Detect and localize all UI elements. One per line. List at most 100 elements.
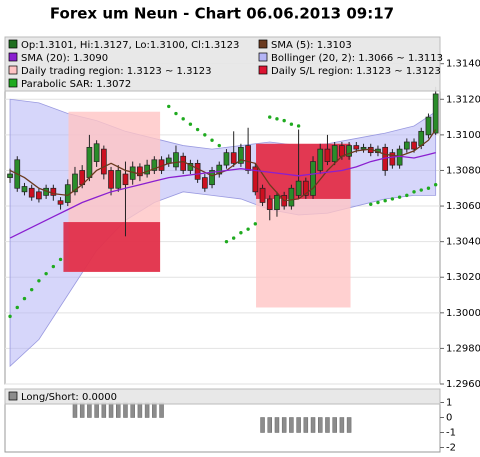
y-tick-label: 1.2960	[446, 379, 480, 390]
sar-dot	[253, 222, 258, 226]
candle-body	[238, 146, 244, 164]
sar-dot	[231, 236, 236, 240]
legend-label: Parabolic SAR: 1.3072	[21, 79, 131, 90]
sar-dot	[246, 227, 250, 231]
legend-label: Op:1.3101, Hi:1.3127, Lo:1.3100, Cl:1.31…	[21, 40, 239, 51]
bar	[296, 417, 301, 433]
legend-label: Daily S/L region: 1.3123 ~ 1.3123	[271, 66, 441, 77]
bar	[281, 417, 287, 433]
sar-dot	[22, 296, 27, 301]
sar-dot	[275, 117, 279, 121]
legend-box	[4, 36, 441, 92]
bar	[130, 402, 135, 418]
bar	[144, 402, 150, 418]
sar-dot	[174, 111, 178, 116]
candle-body	[108, 170, 114, 189]
bar	[310, 417, 316, 433]
legend-swatch	[8, 78, 18, 88]
y-tick-label: 1.3100	[446, 130, 480, 141]
candle-body	[21, 186, 28, 193]
y-tick-label: 1.3120	[446, 94, 480, 105]
candle-body	[274, 195, 280, 210]
sar-dot	[195, 127, 200, 132]
candle-body	[266, 198, 273, 210]
bar	[267, 417, 273, 433]
legend-label: SMA (20): 1.3090	[21, 53, 108, 64]
sar-dot	[376, 200, 380, 205]
sar-dot	[8, 314, 12, 319]
candle-body	[310, 161, 316, 196]
sar-dot	[426, 186, 431, 190]
candle-body	[288, 187, 295, 207]
candle-body	[339, 145, 345, 157]
bar	[94, 402, 99, 418]
candle-body	[432, 93, 439, 134]
plot-layer	[7, 86, 439, 368]
bar	[152, 402, 157, 418]
candle-body	[201, 177, 208, 189]
candle-body	[252, 166, 259, 193]
y-tick-label: -1	[446, 428, 456, 439]
sar-dot	[397, 195, 402, 199]
candle-body	[346, 145, 352, 157]
indicator-line	[9, 152, 436, 239]
candle-body	[216, 164, 223, 175]
candle-body	[36, 191, 42, 200]
y-tick-label: 1.3000	[446, 308, 480, 319]
legend-swatch	[258, 39, 268, 49]
candle-body	[86, 146, 93, 178]
bar	[317, 417, 323, 433]
sar-dot	[412, 190, 416, 194]
candle-body	[7, 173, 13, 178]
candle-body	[230, 152, 237, 164]
y-tick-label: 1.3060	[446, 201, 480, 212]
candle-body	[100, 148, 107, 175]
candle-body	[403, 141, 410, 150]
sar-dot	[44, 271, 48, 276]
y-tick-label: 1.2980	[446, 343, 480, 354]
sar-dot	[15, 305, 19, 310]
bar	[79, 402, 85, 418]
bar	[332, 417, 337, 433]
candle-body	[194, 162, 201, 180]
sar-dot	[433, 182, 438, 187]
candle-body	[259, 187, 266, 203]
candle-body	[57, 200, 64, 205]
candle-body	[331, 145, 338, 162]
candle-body	[302, 180, 309, 196]
bar	[116, 402, 121, 418]
candle-body	[317, 148, 324, 171]
bar	[101, 402, 107, 418]
candle-body	[223, 152, 230, 166]
bar	[123, 402, 128, 418]
y-tick-label: 1	[446, 398, 452, 409]
candle-body	[360, 146, 367, 150]
bar	[325, 417, 330, 433]
sar-dot	[383, 199, 387, 203]
legend-swatch	[8, 65, 18, 75]
legend-box	[4, 388, 441, 405]
sar-dot	[239, 231, 243, 235]
bar	[346, 417, 352, 433]
sar-dot	[203, 133, 207, 137]
sar-dot	[405, 193, 409, 198]
candle-body	[144, 164, 150, 175]
candle-body	[173, 152, 179, 168]
legend-swatch	[8, 391, 18, 401]
candle-body	[28, 187, 35, 198]
legend-swatch	[258, 65, 268, 75]
legend-label: Long/Short: 0.0000	[21, 392, 117, 403]
plot-layer	[72, 402, 352, 433]
sar-dot	[282, 118, 286, 123]
candle-body	[353, 145, 360, 150]
candle-body	[396, 148, 403, 166]
candle-body	[122, 173, 129, 186]
legend-label: Daily trading region: 1.3123 ~ 1.3123	[21, 66, 212, 77]
bar	[274, 417, 280, 433]
bar	[339, 417, 345, 433]
candle-body	[418, 130, 425, 146]
bar	[260, 417, 265, 433]
bar	[303, 417, 309, 433]
